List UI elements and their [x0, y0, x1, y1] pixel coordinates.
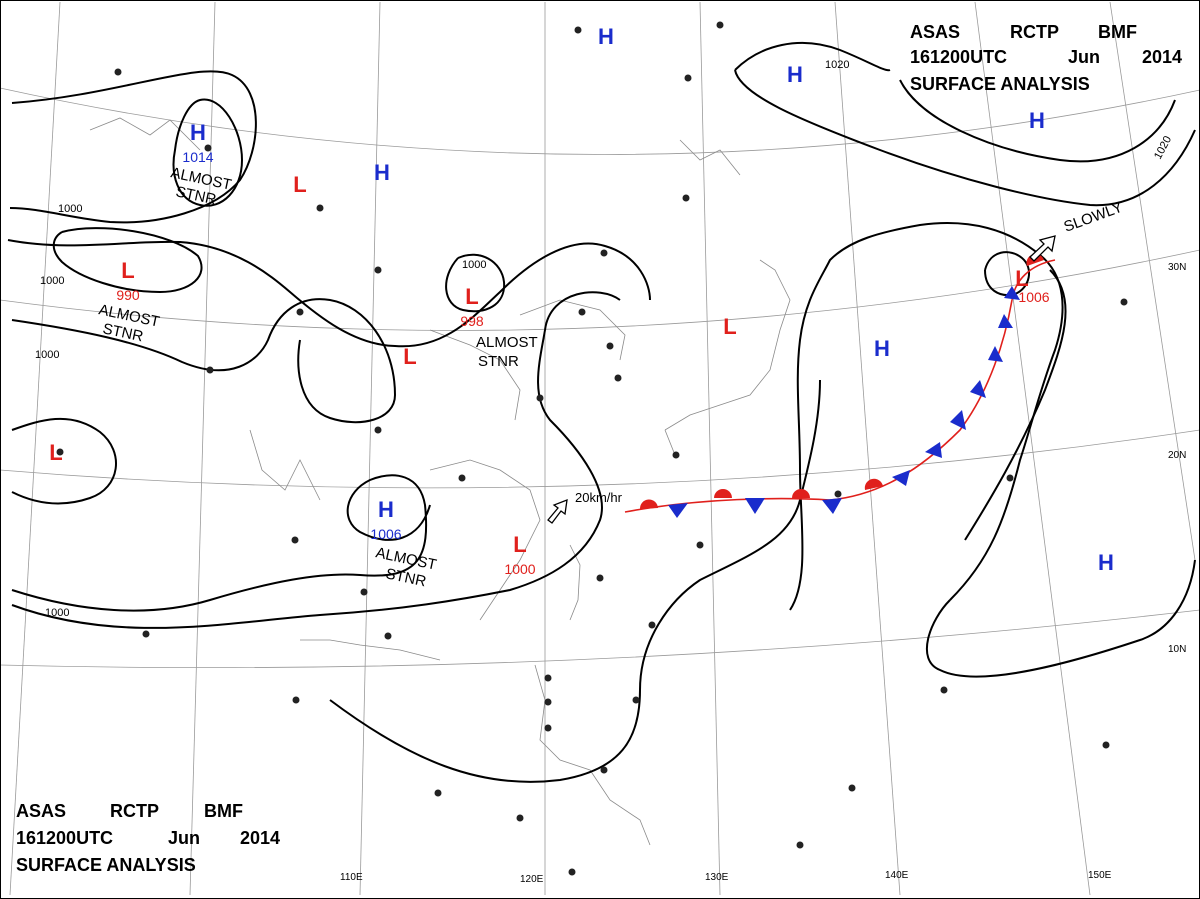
- cold-front-symbol: [668, 503, 688, 518]
- header-year: 2014: [1142, 47, 1182, 67]
- low-pressure-marker: L: [1015, 266, 1028, 291]
- cold-front-symbol: [892, 470, 910, 486]
- low-pressure-marker: L: [723, 314, 736, 339]
- latitude-label: 10N: [1168, 644, 1186, 655]
- footer-block: ASAS RCTP BMF 161200UTC Jun 2014 SURFACE…: [16, 801, 280, 875]
- header-time: 161200UTC: [910, 47, 1007, 67]
- longitude-label: 110E: [340, 872, 363, 883]
- isobar-label: 1000: [40, 275, 64, 287]
- geo-labels: 110E 120E 130E 140E 150E 30N 20N 10N: [340, 262, 1186, 885]
- cold-front-symbol: [925, 442, 942, 458]
- header-title: SURFACE ANALYSIS: [910, 74, 1090, 94]
- high-pressure-marker: H: [378, 497, 394, 522]
- almost-stnr-label: ALMOST: [476, 334, 538, 351]
- low-pressure-marker: L: [121, 258, 134, 283]
- header-product: ASAS: [910, 22, 960, 42]
- header-station: RCTP: [1010, 22, 1059, 42]
- isobar: [9, 70, 257, 224]
- isobar: [52, 227, 203, 294]
- isobar: [899, 79, 1176, 163]
- cold-front-symbol: [822, 498, 842, 514]
- footer-time: 161200UTC: [16, 828, 113, 848]
- isobar: [445, 253, 506, 313]
- low-pressure-marker: L: [465, 284, 478, 309]
- footer-station: RCTP: [110, 801, 159, 821]
- isobar-label: 1000: [35, 349, 59, 361]
- longitude-label: 120E: [520, 874, 544, 885]
- isobar-label: 1020: [825, 59, 849, 71]
- low-pressure-marker: L: [513, 532, 526, 557]
- isobar: [11, 417, 117, 505]
- footer-year: 2014: [240, 828, 280, 848]
- station-observations: [56, 21, 1128, 876]
- cold-front-symbol: [1004, 286, 1020, 300]
- header-block: ASAS RCTP BMF 161200UTC Jun 2014 SURFACE…: [910, 22, 1182, 94]
- isobar: [11, 298, 397, 424]
- cold-front-symbol: [745, 498, 765, 514]
- high-pressure-marker: H: [190, 120, 206, 145]
- footer-month: Jun: [168, 828, 200, 848]
- cold-front-symbol: [970, 380, 986, 398]
- isobar-label: 1000: [462, 259, 486, 271]
- isobar: [925, 559, 1196, 678]
- header-month: Jun: [1068, 47, 1100, 67]
- warm-front-symbol: [639, 499, 658, 509]
- central-pressure-value: 990: [116, 287, 140, 303]
- central-pressure-value: 1000: [504, 561, 535, 577]
- footer-product: ASAS: [16, 801, 66, 821]
- latitude-label: 30N: [1168, 262, 1186, 273]
- isobar: [172, 98, 244, 207]
- isobar: [964, 269, 1067, 541]
- almost-stnr-label: STNR: [478, 353, 519, 370]
- isobar-label: 1000: [58, 203, 82, 215]
- footer-code: BMF: [204, 801, 243, 821]
- central-pressure-value: 1006: [1018, 289, 1049, 305]
- cold-front-symbol: [998, 314, 1013, 328]
- isobar-label: 1000: [45, 607, 69, 619]
- high-pressure-marker: H: [1098, 550, 1114, 575]
- motion-speed-label: 20km/hr: [575, 490, 623, 505]
- high-pressure-marker: H: [374, 160, 390, 185]
- motion-arrows: [547, 235, 1056, 524]
- high-pressure-marker: H: [598, 24, 614, 49]
- stationary-front: [624, 253, 1056, 518]
- motion-arrow-icon: [547, 498, 568, 524]
- low-pressure-marker: L: [403, 344, 416, 369]
- motion-arrow-icon: [1029, 235, 1056, 262]
- isobar: [789, 222, 1064, 611]
- isobars: [7, 42, 1196, 783]
- footer-title: SURFACE ANALYSIS: [16, 855, 196, 875]
- central-pressure-value: 998: [460, 313, 484, 329]
- latitude-label: 20N: [1168, 450, 1186, 461]
- central-pressure-value: 1014: [182, 149, 213, 165]
- isobar: [734, 42, 891, 72]
- low-pressure-marker: L: [293, 172, 306, 197]
- high-pressure-marker: H: [874, 336, 890, 361]
- high-pressure-marker: H: [1029, 108, 1045, 133]
- longitude-label: 140E: [885, 870, 909, 881]
- longitude-label: 130E: [705, 872, 729, 883]
- header-code: BMF: [1098, 22, 1137, 42]
- isobar: [734, 69, 1196, 207]
- longitude-label: 150E: [1088, 870, 1112, 881]
- warm-front-symbol: [714, 489, 732, 498]
- central-pressure-value: 1006: [370, 526, 401, 542]
- high-pressure-marker: H: [787, 62, 803, 87]
- warm-front-symbol: [864, 478, 883, 490]
- isobar: [984, 251, 1031, 296]
- cold-front-symbol: [988, 346, 1003, 362]
- low-pressure-marker: L: [49, 440, 62, 465]
- warm-front-symbol: [792, 489, 810, 498]
- isobar: [11, 291, 621, 629]
- isobar: [11, 474, 431, 612]
- cold-front-symbol: [950, 410, 966, 430]
